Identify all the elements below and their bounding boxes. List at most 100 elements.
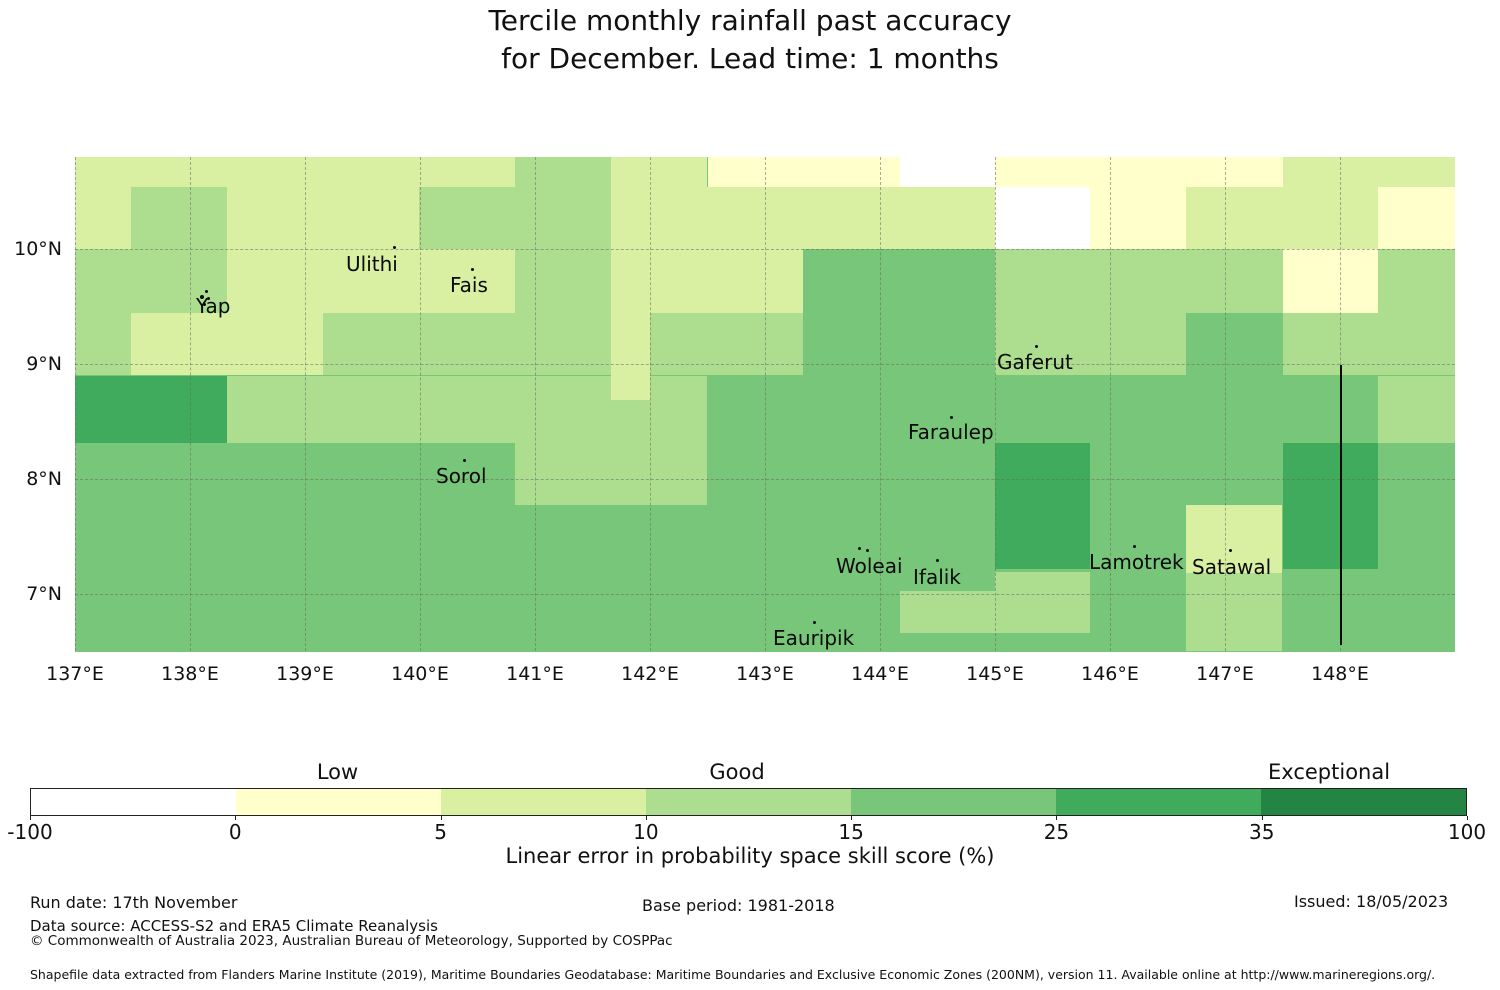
- map-cell: [995, 443, 1091, 569]
- map-cell: [995, 572, 1091, 634]
- gridline-horizontal: [75, 364, 1455, 365]
- island-marker-dot: [949, 415, 953, 419]
- footer-base-period: Base period: 1981-2018: [642, 896, 835, 915]
- map-cell: [75, 157, 516, 187]
- map-cell: [802, 249, 995, 314]
- island-marker-dot: [200, 295, 204, 299]
- map-cell: [650, 313, 803, 376]
- gridline-vertical: [765, 157, 766, 651]
- map-plot-area: Yap Ulithi Fais Sorol Gaferut Faraulep Woleai I…: [14, 157, 1455, 685]
- gridline-vertical: [535, 157, 536, 651]
- map-cell: [899, 590, 995, 634]
- x-tick-label: 140°E: [391, 663, 449, 685]
- island-label: Faraulep: [908, 420, 994, 444]
- map-cell: [1377, 249, 1455, 314]
- island-marker-dot: [202, 302, 206, 306]
- map-cell: [323, 313, 611, 376]
- map-cell: [1282, 443, 1378, 569]
- island-marker-dot: [1132, 544, 1136, 548]
- map-cell: [515, 249, 611, 314]
- map-cell: [75, 313, 132, 376]
- x-tick-label: 143°E: [736, 663, 794, 685]
- gridline-vertical: [190, 157, 191, 651]
- footer-issued: Issued: 18/05/2023: [1294, 892, 1449, 911]
- map-cell: [226, 249, 516, 314]
- x-tick-label: 141°E: [506, 663, 564, 685]
- gridline-horizontal: [75, 594, 1455, 595]
- island-marker-dot: [462, 458, 466, 462]
- x-tick-label: 146°E: [1081, 663, 1139, 685]
- colorbar-tick-mark: [440, 816, 442, 820]
- gridline-vertical: [420, 157, 421, 651]
- map-cell: [75, 186, 132, 249]
- colorbar-segment: [1056, 789, 1261, 815]
- gridline-vertical: [305, 157, 306, 651]
- y-tick-label: 7°N: [26, 583, 62, 605]
- x-tick-label: 142°E: [621, 663, 679, 685]
- island-label: Sorol: [436, 464, 487, 488]
- colorbar-tick-mark: [235, 816, 237, 820]
- gridline-vertical: [1110, 157, 1111, 651]
- map-cell: [1282, 313, 1455, 376]
- x-tick-label: 138°E: [161, 663, 219, 685]
- island-marker-dot: [206, 296, 210, 300]
- map-cell: [418, 186, 611, 249]
- y-tick-label: 10°N: [14, 238, 62, 260]
- colorbar-tick-mark: [851, 816, 853, 820]
- island-label: Lamotrek: [1089, 550, 1184, 574]
- island-label: Yap: [196, 294, 231, 318]
- map-cell: [1377, 375, 1455, 444]
- footer-data-source: Data source: ACCESS-S2 and ERA5 Climate …: [30, 917, 438, 935]
- colorbar-category-label: Low: [316, 760, 359, 784]
- colorbar-tick-label: 15: [838, 820, 864, 844]
- x-tick-label: 137°E: [46, 663, 104, 685]
- island-label: Ifalik: [913, 565, 961, 589]
- footer-shapefile: Shapefile data extracted from Flanders M…: [30, 967, 1436, 982]
- footer-copyright: © Commonwealth of Australia 2023, Austra…: [30, 933, 673, 949]
- map-cell: [995, 313, 1186, 376]
- colorbar-tick-label: 100: [1447, 820, 1487, 844]
- map-cell: [1185, 573, 1283, 652]
- colorbar-tick-mark: [1467, 816, 1468, 820]
- x-tick-label: 145°E: [966, 663, 1024, 685]
- map-cell: [610, 157, 708, 187]
- colorbar-tick-mark: [30, 816, 31, 820]
- island-label: Eauripik: [773, 626, 855, 650]
- colorbar: [30, 788, 1467, 816]
- colorbar-category-label: Exceptional: [1268, 760, 1391, 784]
- map-cell: [1282, 249, 1378, 314]
- eez-boundary-line: [1340, 365, 1342, 645]
- page-title-line2: for December. Lead time: 1 months: [501, 42, 999, 75]
- gridline-vertical: [650, 157, 651, 651]
- island-marker-dot: [935, 558, 939, 562]
- colorbar-segment: [851, 789, 1056, 815]
- map-cell: [1185, 313, 1283, 376]
- colorbar-segment: [31, 789, 236, 815]
- gridline-vertical: [995, 157, 996, 651]
- page-title-line1: Tercile monthly rainfall past accuracy: [488, 4, 1012, 37]
- y-tick-label: 8°N: [26, 468, 62, 490]
- map-cell: [1185, 505, 1283, 574]
- map-cell: [995, 186, 1091, 249]
- map-cell: [515, 443, 708, 506]
- map-cell: [131, 313, 324, 376]
- x-tick-label: 147°E: [1196, 663, 1254, 685]
- map-cell: [1090, 186, 1186, 249]
- map-cell: [1377, 186, 1455, 249]
- island-label: Gaferut: [997, 350, 1073, 374]
- island-marker-dot: [470, 267, 474, 271]
- map-cell: [707, 157, 900, 187]
- map-cell: [515, 157, 611, 187]
- map-cell: [75, 375, 227, 444]
- map-cell: [610, 249, 803, 314]
- map-cell: [995, 249, 1283, 314]
- map-cell: [1282, 157, 1455, 187]
- island-marker-dot: [204, 289, 208, 293]
- colorbar-tick-mark: [1056, 816, 1058, 820]
- island-marker-dot: [1228, 548, 1232, 552]
- island-label: Woleai: [836, 554, 903, 578]
- gridline-vertical: [880, 157, 881, 651]
- x-tick-label: 148°E: [1311, 663, 1369, 685]
- map-cell: [610, 313, 650, 400]
